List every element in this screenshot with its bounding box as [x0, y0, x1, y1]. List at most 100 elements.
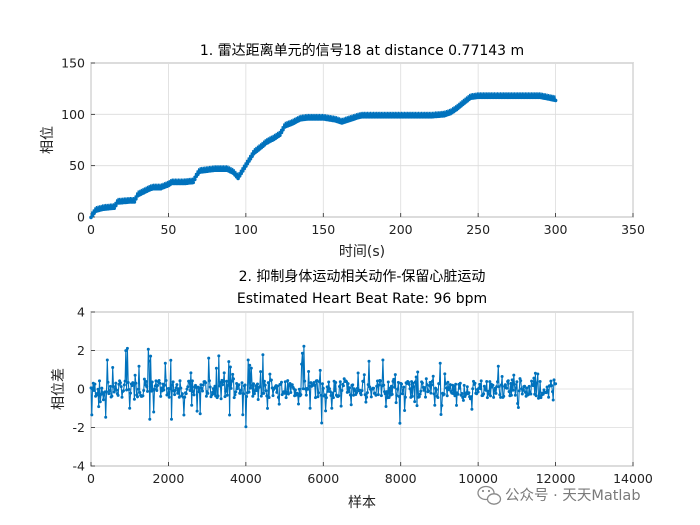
data-point [232, 396, 236, 400]
data-point [114, 203, 118, 208]
data-point [362, 380, 365, 383]
data-point [424, 377, 428, 381]
data-point [293, 388, 297, 392]
data-point [376, 379, 379, 383]
data-point [93, 382, 97, 386]
data-point [479, 379, 483, 383]
data-point [252, 392, 256, 396]
data-point [232, 377, 235, 381]
data-point [126, 381, 130, 384]
data-point [261, 353, 265, 357]
data-point [471, 387, 475, 391]
data-point [112, 206, 116, 210]
data-point [249, 386, 252, 390]
data-point [186, 385, 190, 389]
data-point [228, 365, 232, 369]
data-point [408, 387, 412, 391]
data-point [237, 383, 241, 387]
data-point [355, 391, 359, 395]
data-point [517, 389, 521, 393]
data-point [134, 197, 138, 201]
data-point [379, 379, 383, 383]
data-point [271, 394, 275, 398]
data-point [346, 382, 350, 386]
data-point [437, 382, 441, 386]
data-point [307, 370, 311, 373]
data-point [460, 392, 464, 395]
data-point [95, 393, 99, 397]
data-point [212, 392, 216, 396]
data-point [124, 349, 128, 353]
data-point [134, 381, 138, 385]
data-point [120, 395, 124, 399]
data-point [448, 383, 452, 387]
data-point [525, 386, 529, 390]
data-point [162, 388, 166, 392]
data-point [351, 383, 355, 387]
data-point [505, 386, 509, 390]
y-tick-label: -4 [73, 459, 86, 474]
data-point [130, 384, 134, 388]
data-point [98, 400, 102, 404]
plot-1-xlabel: 时间(s) [339, 244, 385, 260]
data-point [444, 386, 448, 390]
data-point [268, 372, 272, 376]
y-tick-label: -2 [73, 420, 85, 435]
data-point [440, 404, 444, 407]
data-point [171, 380, 175, 384]
y-tick-label: 0 [77, 382, 85, 397]
data-point [448, 386, 451, 390]
data-point [499, 383, 503, 387]
data-point [315, 379, 319, 383]
data-point [183, 395, 187, 399]
data-point [235, 387, 239, 391]
data-point [542, 388, 546, 392]
data-point [533, 371, 537, 375]
data-point [329, 394, 333, 397]
data-point [383, 392, 387, 396]
plot-1-ylabel: 相位 [40, 126, 56, 154]
data-point [184, 392, 188, 396]
data-point [395, 394, 399, 398]
data-point [283, 380, 287, 384]
data-point [128, 406, 132, 410]
data-point [145, 385, 149, 389]
data-point [299, 393, 303, 397]
data-point [393, 373, 397, 377]
data-point [168, 387, 172, 391]
data-point [390, 392, 394, 396]
data-point [141, 394, 145, 398]
data-point [333, 389, 337, 393]
data-point [300, 362, 304, 366]
data-point [422, 388, 426, 392]
x-tick-label: 300 [544, 222, 568, 237]
data-point [106, 380, 110, 384]
data-point [338, 380, 342, 384]
data-point [520, 392, 524, 396]
data-point [189, 371, 193, 375]
data-point [321, 386, 325, 390]
data-point [90, 413, 94, 417]
data-point [132, 200, 137, 204]
data-point [211, 387, 215, 391]
data-point [339, 404, 343, 408]
data-point [303, 379, 307, 383]
data-point [515, 380, 519, 384]
data-point [177, 395, 181, 399]
data-point [461, 396, 465, 399]
data-point [445, 394, 449, 398]
data-point [398, 421, 402, 425]
data-point [158, 381, 162, 385]
x-tick-label: 250 [466, 222, 490, 237]
data-point [499, 395, 503, 399]
plot-2-title: 2. 抑制身体运动相关动作-保留心脏运动 [239, 269, 486, 285]
data-point [142, 389, 146, 392]
data-point [328, 387, 331, 391]
data-point [418, 392, 422, 396]
plot-1: 1. 雷达距离单元的信号18 at distance 0.77143 m 0 50… [40, 42, 645, 260]
data-point [269, 378, 273, 382]
data-point [190, 379, 194, 383]
data-point [513, 382, 516, 386]
data-point [326, 389, 330, 393]
